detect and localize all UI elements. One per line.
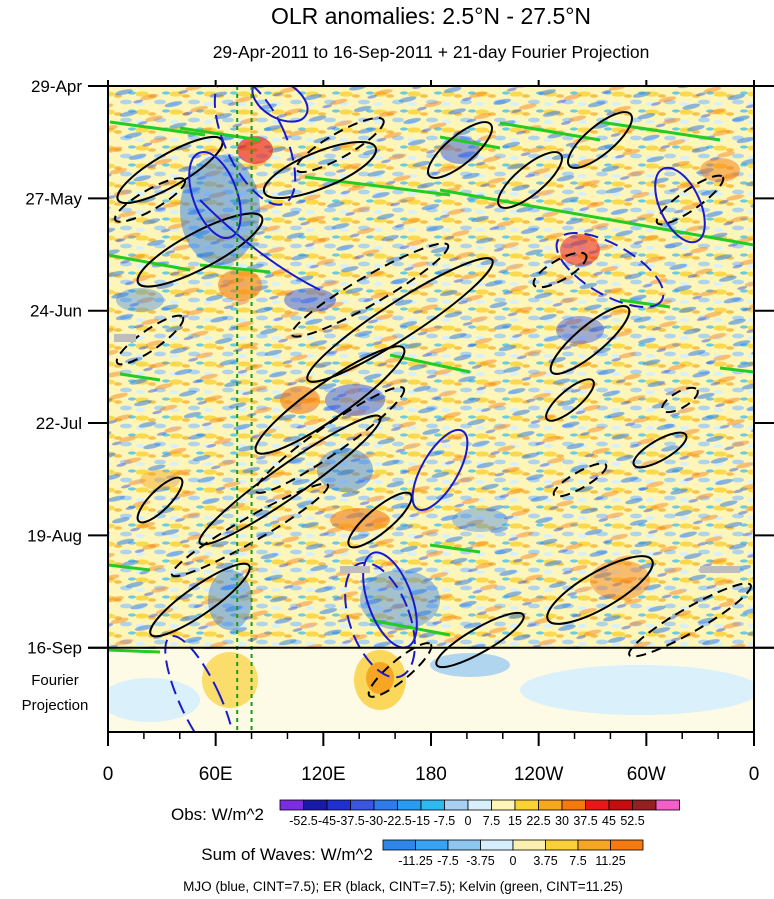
x-tick-label: 60E — [199, 764, 233, 785]
colorbar-level-label: 7.5 — [483, 814, 500, 828]
x-tick-label: 0 — [749, 764, 760, 785]
colorbar-level-label: 22.5 — [526, 814, 550, 828]
colorbar-level-label: 7.5 — [569, 854, 586, 868]
projection-label-line1: Fourier — [31, 672, 79, 689]
x-tick-label: 120E — [301, 764, 345, 785]
obs-colorbar-label: Obs: W/m^2 — [171, 805, 264, 824]
colorbar-level-label: -22.5 — [383, 814, 412, 828]
er-wave-contours — [116, 111, 688, 669]
x-axis: 0 60E 120E 180 120W 60W 0 — [103, 80, 760, 785]
x-tick-label: 120W — [514, 764, 564, 785]
colorbar-swatch — [382, 839, 416, 851]
colorbar-level-label: 11.25 — [595, 854, 625, 868]
chart-title: OLR anomalies: 2.5°N - 27.5°N — [271, 3, 591, 29]
colorbar-swatch — [538, 799, 563, 811]
colorbar-swatch — [514, 799, 539, 811]
colorbar-swatch — [350, 799, 375, 811]
waves-colorbar-label: Sum of Waves: W/m^2 — [201, 845, 373, 864]
missing-data-patch — [340, 566, 370, 573]
colorbar-level-label: 45 — [602, 814, 616, 828]
colorbar-swatch — [467, 799, 492, 811]
colorbar-level-label: -30 — [365, 814, 383, 828]
colorbar-swatch — [326, 799, 351, 811]
colorbar-swatch — [279, 799, 304, 811]
chart-subtitle: 29-Apr-2011 to 16-Sep-2011 + 21-day Four… — [213, 42, 650, 62]
wave-legend-text: MJO (blue, CINT=7.5); ER (black, CINT=7.… — [183, 879, 623, 894]
colorbar-swatch — [415, 839, 449, 851]
plot-area — [108, 86, 754, 732]
missing-data-patch — [700, 566, 740, 573]
colorbar-swatch — [512, 839, 546, 851]
colorbar-level-label: -52.5 — [289, 814, 318, 828]
colorbar-swatch — [447, 839, 481, 851]
y-tick-label: 27-May — [25, 189, 82, 208]
er-negative-contours — [114, 116, 752, 698]
colorbar-swatch — [561, 799, 586, 811]
colorbar-swatch — [655, 799, 680, 811]
colorbar-swatch — [610, 839, 644, 851]
projection-label-line2: Projection — [22, 697, 89, 714]
colorbar-level-label: -11.25 — [398, 854, 433, 868]
mjo-wave-contours — [188, 86, 706, 649]
colorbar-level-label: 0 — [510, 854, 517, 868]
colorbar-swatch — [577, 839, 611, 851]
colorbar-swatch — [303, 799, 328, 811]
colorbar-level-label: -37.5 — [336, 814, 365, 828]
colorbar-swatch — [585, 799, 610, 811]
mjo-negative-contours — [164, 86, 665, 732]
colorbar-level-label: 52.5 — [620, 814, 644, 828]
y-tick-label: 29-Apr — [31, 77, 82, 96]
x-tick-label: 180 — [415, 764, 447, 785]
colorbar-level-label: -45 — [318, 814, 336, 828]
y-tick-label: 19-Aug — [27, 526, 82, 545]
colorbar-level-label: -3.75 — [466, 854, 495, 868]
y-axis: 29-Apr 27-May 24-Jun 22-Jul 19-Aug 16-Sep — [25, 77, 774, 658]
y-tick-label: 24-Jun — [30, 302, 82, 321]
colorbar-swatch — [444, 799, 469, 811]
colorbar-level-label: 37.5 — [573, 814, 597, 828]
colorbar-level-label: 30 — [555, 814, 569, 828]
y-tick-label: 16-Sep — [27, 639, 82, 658]
colorbar-swatch — [480, 839, 514, 851]
colorbar-level-label: 3.75 — [533, 854, 557, 868]
colorbar-swatch — [632, 799, 657, 811]
obs-colorbar: -52.5 -45 -37.5 -30 -22.5 -15 -7.5 0 7.5 15 22.5 30… — [279, 799, 680, 828]
waves-colorbar: -11.25 -7.5 -3.75 0 3.75 7.5 11.25 — [382, 839, 644, 868]
colorbar-level-label: -7.5 — [434, 814, 456, 828]
missing-data-patch — [114, 334, 136, 342]
x-tick-label: 60W — [627, 764, 666, 785]
colorbar-level-label: -15 — [412, 814, 430, 828]
y-tick-label: 22-Jul — [36, 414, 82, 433]
colorbar-level-label: 15 — [508, 814, 522, 828]
colorbar-swatch — [420, 799, 445, 811]
colorbar-swatch — [373, 799, 398, 811]
x-tick-label: 0 — [103, 764, 114, 785]
colorbar-swatch — [491, 799, 516, 811]
colorbar-level-label: -7.5 — [437, 854, 459, 868]
colorbar-level-label: 0 — [465, 814, 472, 828]
colorbar-swatch — [545, 839, 579, 851]
colorbar-swatch — [397, 799, 422, 811]
colorbar-swatch — [608, 799, 633, 811]
